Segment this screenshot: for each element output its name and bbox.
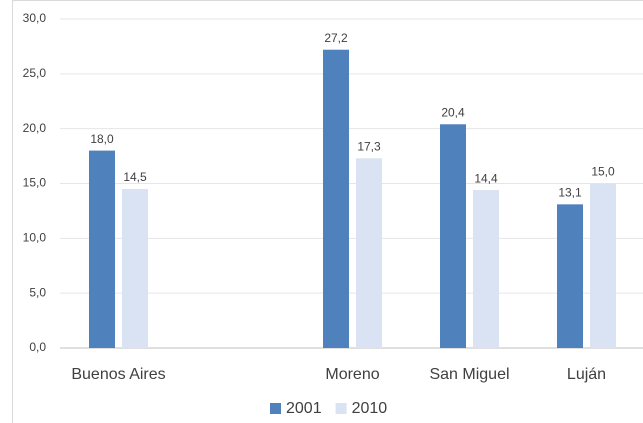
bar	[440, 124, 466, 348]
y-tick-label: 25,0	[23, 66, 47, 80]
bar	[590, 183, 616, 348]
bar	[323, 49, 349, 348]
chart-frame	[12, 0, 643, 423]
y-tick-label: 15,0	[23, 176, 47, 190]
value-label: 20,4	[441, 105, 465, 119]
value-label: 14,4	[474, 171, 498, 185]
x-tick-label: San Miguel	[429, 366, 509, 383]
legend-label: 2010	[352, 400, 388, 417]
legend-label: 2001	[286, 400, 322, 417]
x-tick-label: Moreno	[325, 366, 379, 383]
bar	[557, 204, 583, 348]
bar	[122, 188, 148, 348]
value-label: 13,1	[558, 186, 582, 200]
y-tick-label: 10,0	[23, 231, 47, 245]
value-label: 27,2	[324, 31, 348, 45]
y-tick-label: 5,0	[29, 285, 46, 299]
x-tick-label: Buenos Aires	[71, 366, 165, 383]
value-label: 14,5	[123, 170, 147, 184]
value-label: 18,0	[90, 132, 114, 146]
bar	[89, 150, 115, 348]
x-tick-label: Luján	[567, 366, 606, 383]
bar	[356, 158, 382, 348]
y-tick-label: 0,0	[29, 340, 46, 354]
value-label: 17,3	[357, 139, 381, 153]
bar	[473, 190, 499, 348]
value-label: 15,0	[591, 165, 615, 179]
y-tick-label: 20,0	[23, 121, 47, 135]
y-tick-label: 30,0	[23, 11, 47, 25]
legend-swatch	[335, 403, 347, 414]
legend-swatch	[270, 403, 281, 414]
